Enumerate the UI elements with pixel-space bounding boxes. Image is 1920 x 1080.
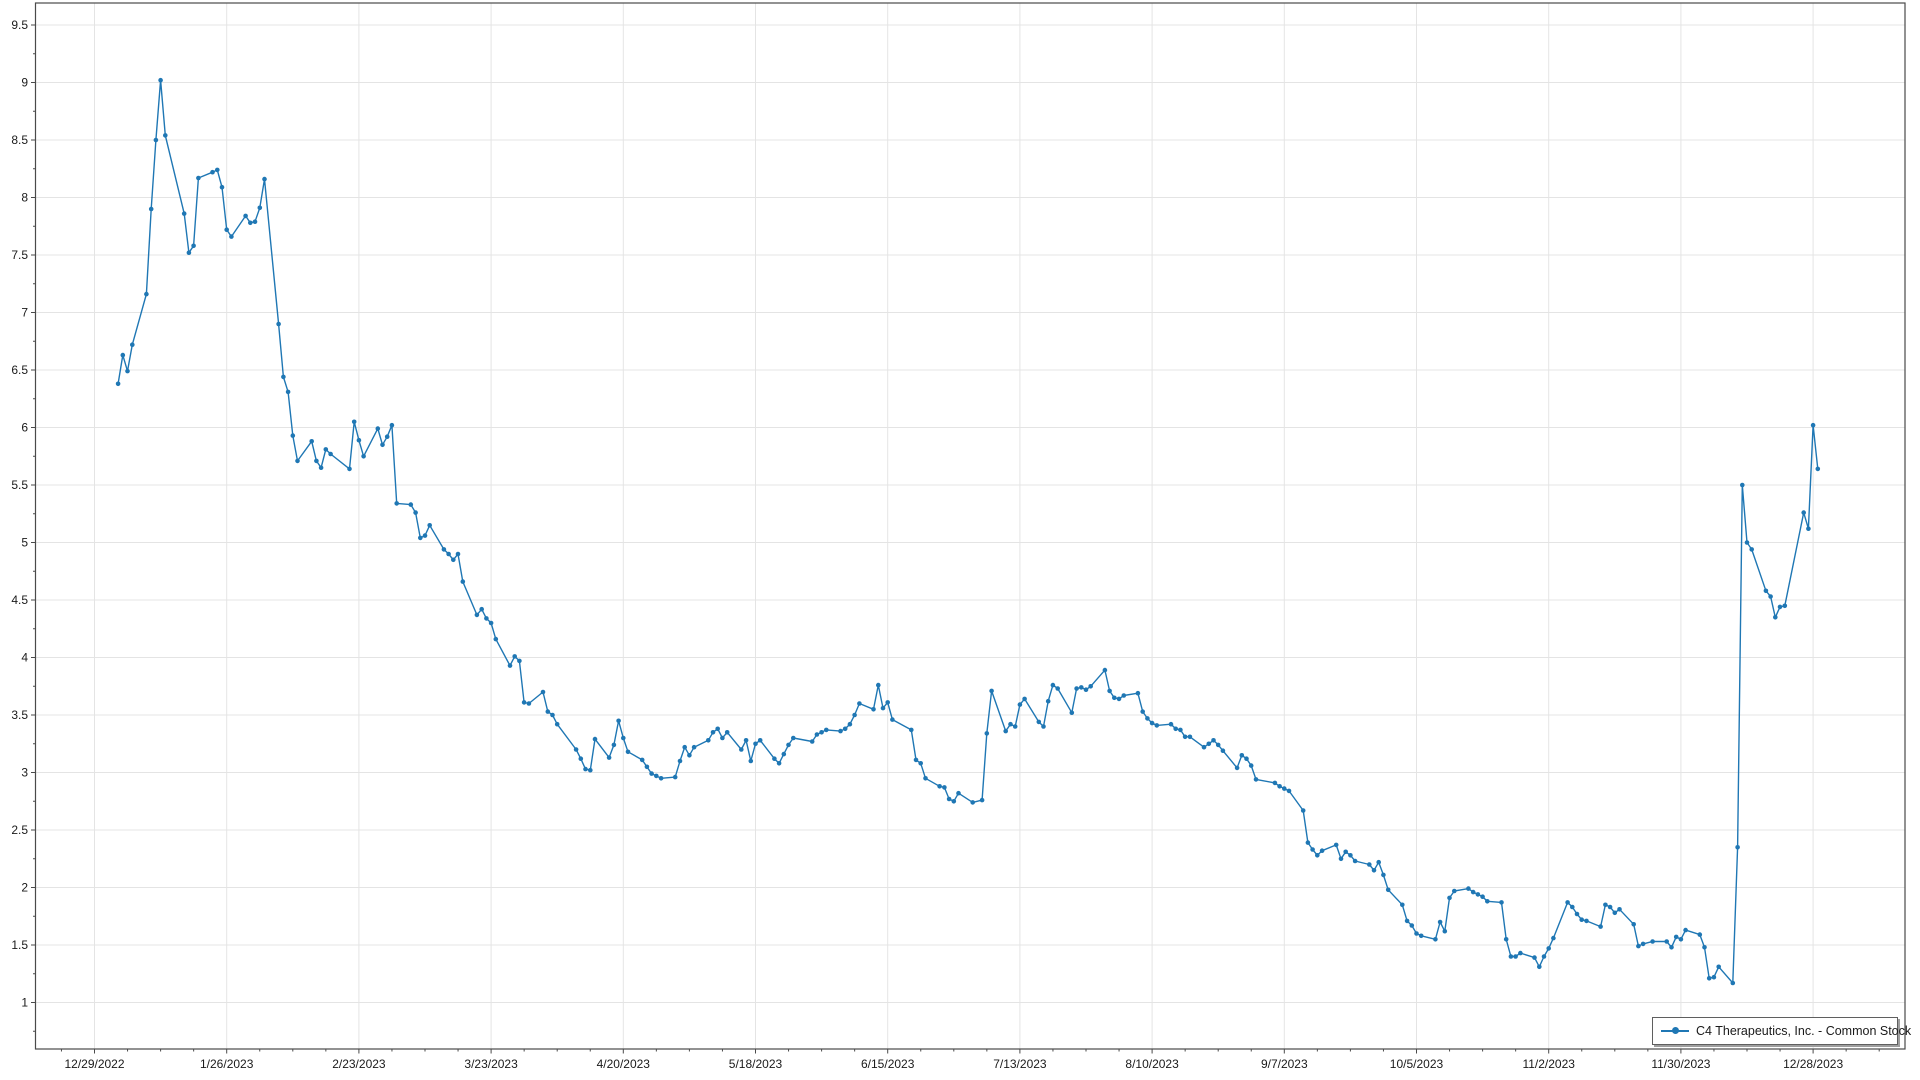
legend-series-label: C4 Therapeutics, Inc. - Common Stock [1696, 1024, 1912, 1038]
x-tick-label: 6/15/2023 [861, 1057, 915, 1071]
y-tick-label: 6.5 [11, 363, 28, 377]
legend-line-marker-icon [1661, 1027, 1689, 1035]
plot-frame [34, 2, 1906, 1050]
y-tick-label: 5 [21, 536, 28, 550]
y-tick-label: 8.5 [11, 133, 28, 147]
y-tick-label: 1 [21, 996, 28, 1010]
y-tick-label: 1.5 [11, 938, 28, 952]
gridlines [35, 3, 1905, 1049]
data-point-markers [115, 77, 1821, 986]
y-tick-label: 4.5 [11, 593, 28, 607]
y-tick-label: 7.5 [11, 248, 28, 262]
price-series [115, 77, 1821, 986]
legend: C4 Therapeutics, Inc. - Common Stock [1652, 1017, 1911, 1045]
x-tick-label: 4/20/2023 [597, 1057, 651, 1071]
y-tick-label: 8 [21, 191, 28, 205]
x-tick-label: 1/26/2023 [200, 1057, 254, 1071]
y-tick-label: 2 [21, 881, 28, 895]
x-tick-label: 11/30/2023 [1651, 1057, 1710, 1071]
y-tick-label: 9 [21, 76, 28, 90]
axis-tick-labels: 9.5 9 8.5 8 7.5 7 6.5 6 5.5 5 4.5 4 3.5 3 2.5 2 1.5 1 12/2… [11, 18, 1843, 1071]
x-tick-label: 9/7/2023 [1261, 1057, 1308, 1071]
y-tick-label: 7 [21, 306, 28, 320]
y-tick-label: 3.5 [11, 708, 28, 722]
y-tick-label: 3 [21, 766, 28, 780]
y-tick-label: 6 [21, 421, 28, 435]
x-tick-label: 7/13/2023 [993, 1057, 1047, 1071]
axis-ticks [31, 24, 1880, 1054]
y-tick-label: 9.5 [11, 18, 28, 32]
y-tick-label: 4 [21, 651, 28, 665]
price-line [117, 79, 1819, 984]
x-tick-label: 3/23/2023 [464, 1057, 518, 1071]
y-tick-label: 2.5 [11, 823, 28, 837]
y-tick-label: 5.5 [11, 478, 28, 492]
x-tick-label: 11/2/2023 [1522, 1057, 1575, 1071]
x-tick-label: 8/10/2023 [1125, 1057, 1179, 1071]
x-tick-label: 2/23/2023 [332, 1057, 386, 1071]
x-tick-label: 5/18/2023 [729, 1057, 783, 1071]
x-tick-label: 12/28/2023 [1783, 1057, 1843, 1071]
x-tick-label: 10/5/2023 [1390, 1057, 1444, 1071]
x-tick-label: 12/29/2022 [64, 1057, 124, 1071]
